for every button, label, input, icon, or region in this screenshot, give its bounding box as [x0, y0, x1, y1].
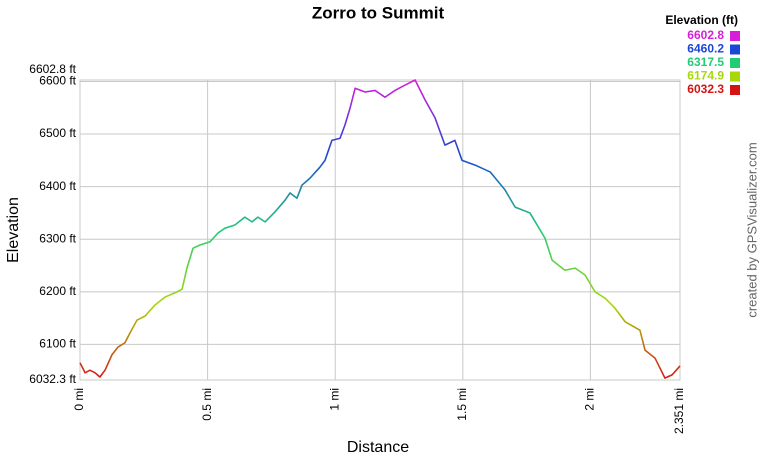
legend-swatch [730, 85, 740, 95]
x-tick-label: 1 mi [327, 388, 341, 411]
y-axis-label: Elevation [5, 197, 22, 263]
y-tick-label: 6600 ft [39, 74, 76, 88]
legend-swatch [730, 31, 740, 41]
x-tick-label: 2.351 mi [672, 388, 686, 434]
credit: created by GPSVisualizer.com [744, 142, 759, 317]
y-tick-label: 6602.8 ft [29, 62, 76, 76]
y-tick-label: 6032.3 ft [29, 372, 76, 386]
chart-title: Zorro to Summit [312, 3, 445, 22]
x-tick-label: 2 mi [583, 388, 597, 411]
y-tick-label: 6200 ft [39, 284, 76, 298]
legend-label: 6602.8 [687, 28, 724, 42]
legend-swatch [730, 71, 740, 82]
y-tick-label: 6500 ft [39, 126, 76, 140]
legend-label: 6174.9 [687, 69, 724, 83]
legend-title: Elevation (ft) [665, 13, 738, 27]
x-axis-label: Distance [347, 439, 409, 456]
y-tick-label: 6100 ft [39, 337, 76, 351]
x-tick-label: 0.5 mi [200, 388, 214, 421]
y-tick-label: 6400 ft [39, 179, 76, 193]
legend-label: 6317.5 [687, 55, 724, 69]
x-tick-label: 1.5 mi [455, 388, 469, 421]
legend-swatch [730, 58, 740, 68]
x-tick-label: 0 mi [72, 388, 86, 411]
elevation-line [79, 79, 681, 379]
legend-swatch [730, 44, 740, 55]
legend-label: 6460.2 [687, 42, 724, 56]
y-tick-label: 6300 ft [39, 231, 76, 245]
legend-label: 6032.3 [687, 82, 724, 96]
